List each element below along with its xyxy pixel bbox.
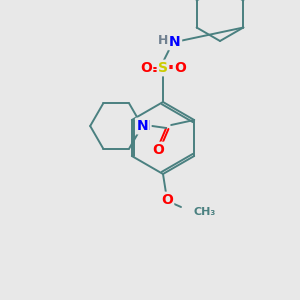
Text: N: N [169, 35, 181, 49]
Text: O: O [174, 61, 186, 75]
Text: H: H [158, 34, 168, 47]
Text: S: S [158, 61, 168, 75]
Text: O: O [140, 61, 152, 75]
Text: O: O [161, 193, 173, 207]
Text: O: O [152, 143, 164, 157]
Text: N: N [138, 119, 150, 133]
Text: N: N [136, 119, 148, 133]
Text: CH₃: CH₃ [194, 207, 216, 217]
